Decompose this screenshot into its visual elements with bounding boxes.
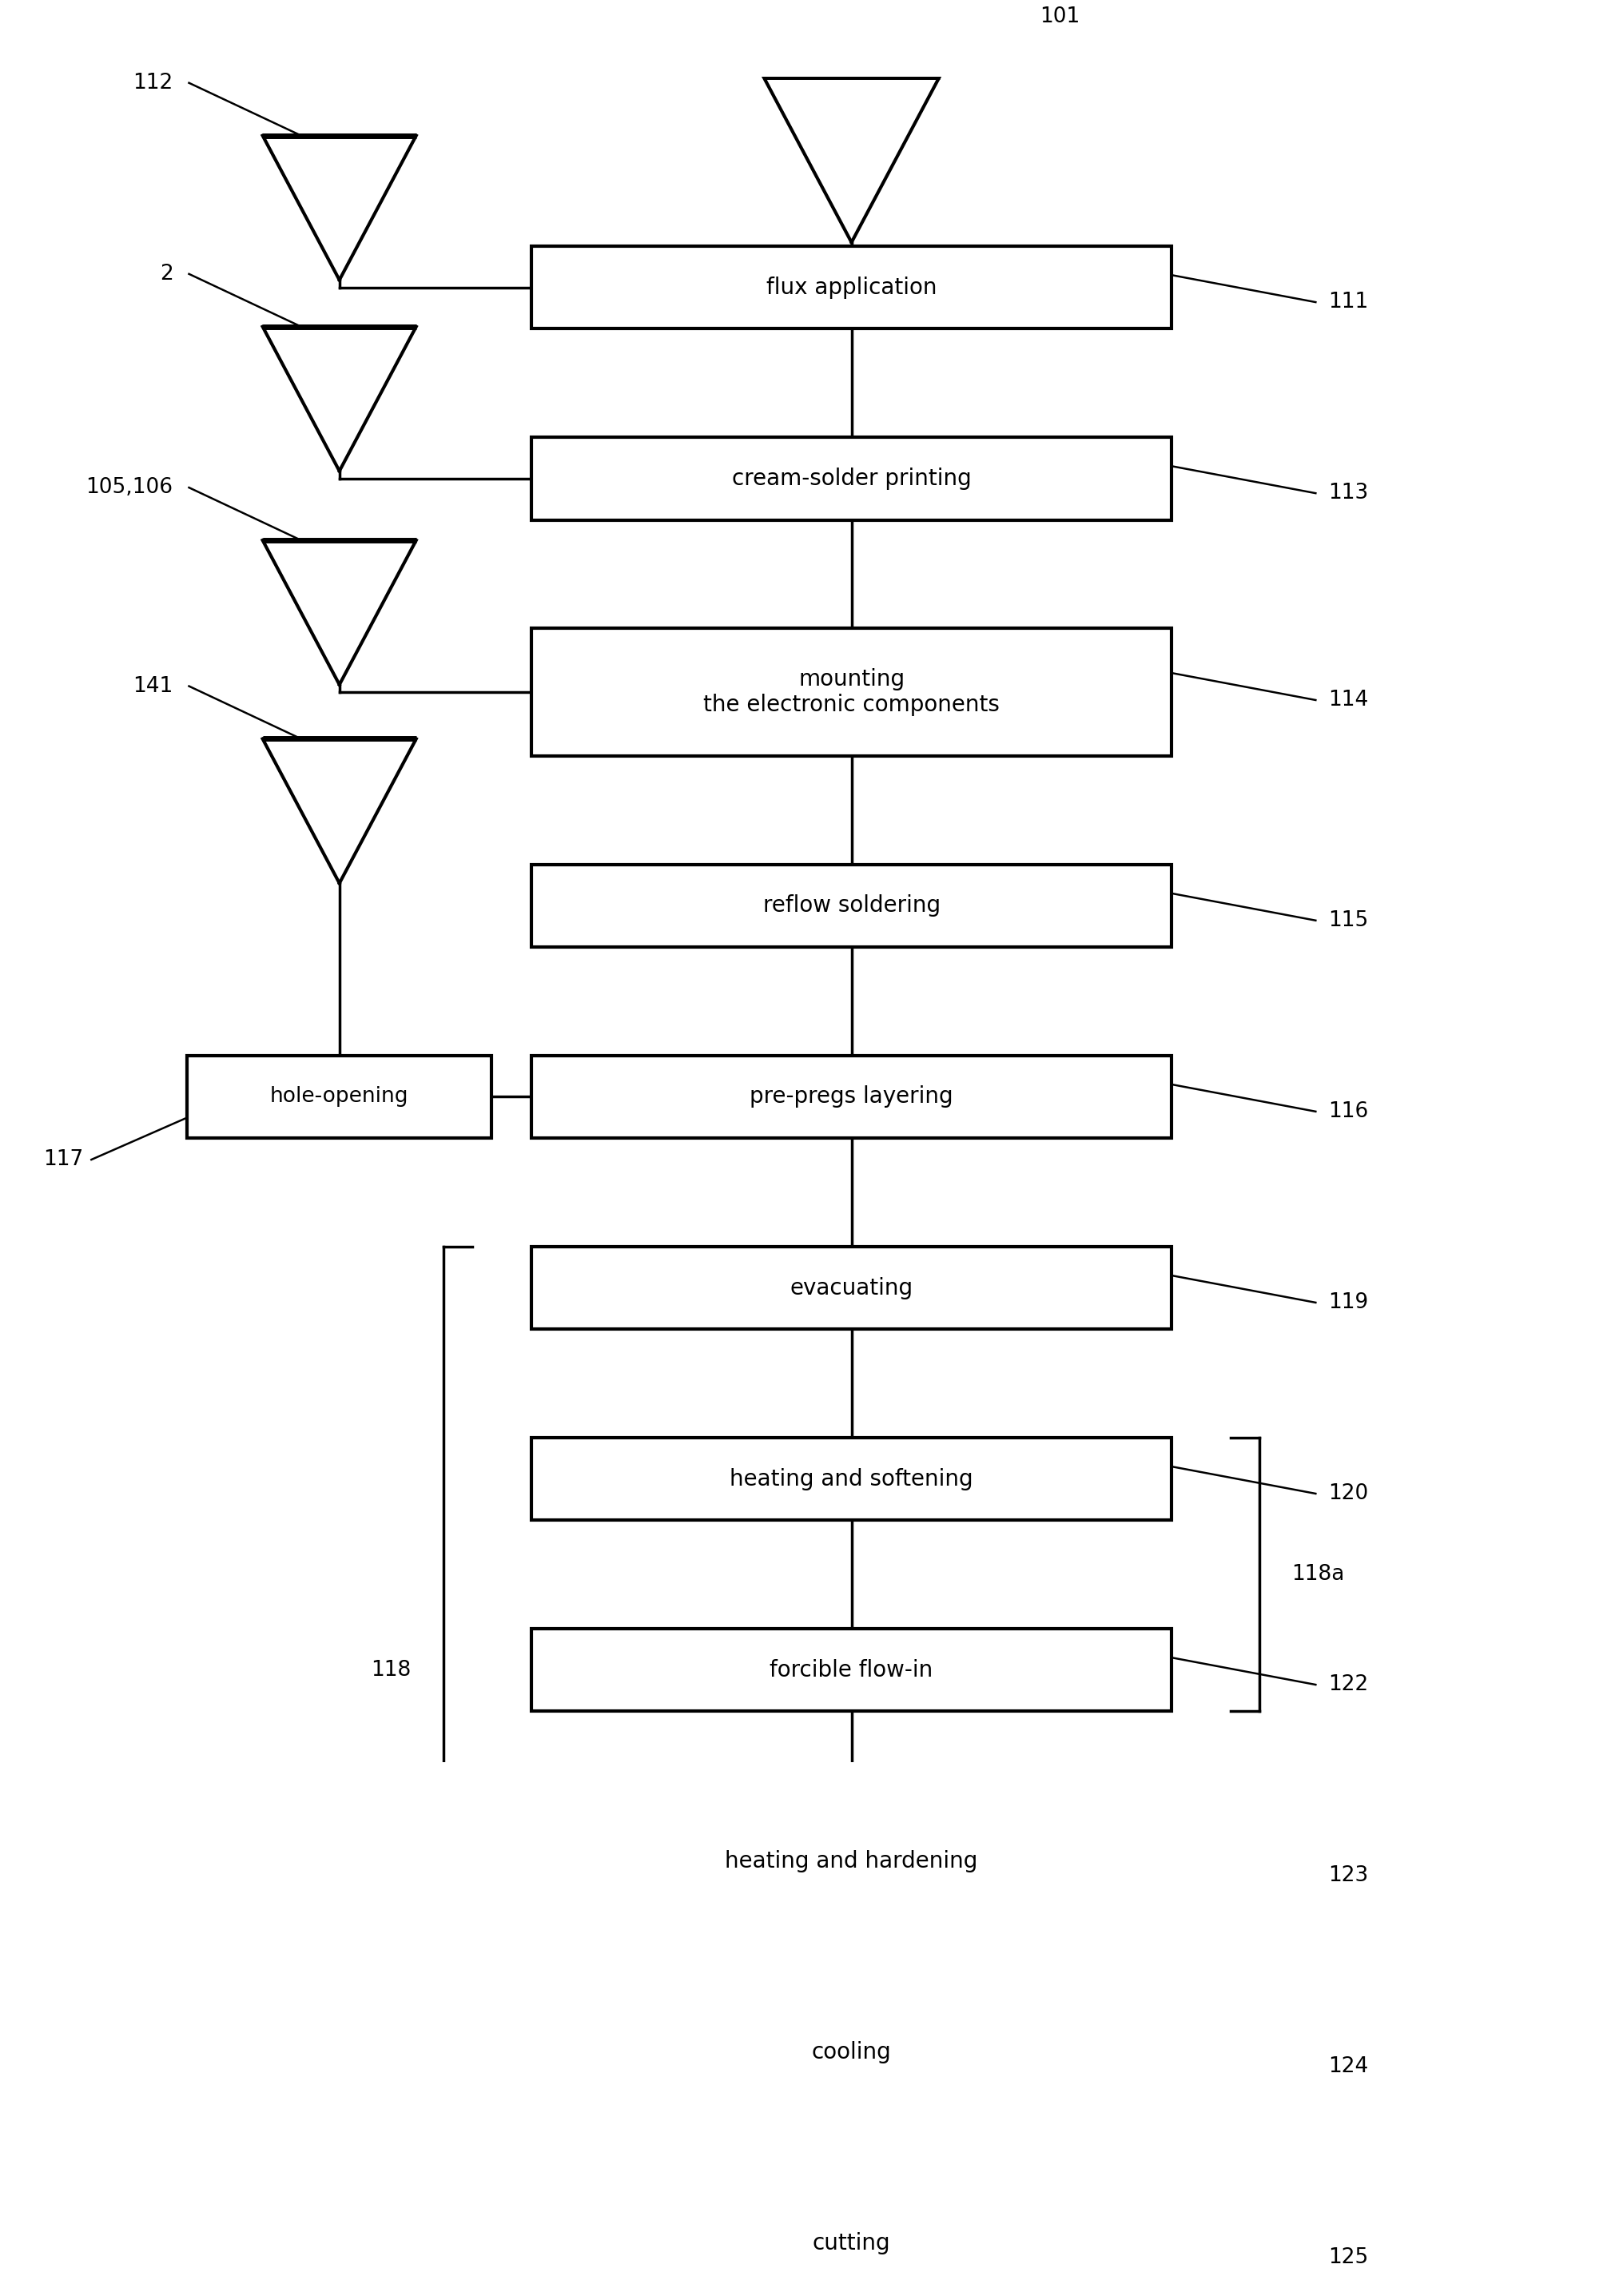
Text: 120: 120	[1329, 1483, 1369, 1504]
Text: 117: 117	[43, 1150, 84, 1171]
Text: flux application: flux application	[767, 276, 937, 298]
FancyBboxPatch shape	[532, 2202, 1172, 2285]
Text: 114: 114	[1329, 689, 1369, 709]
Text: 118a: 118a	[1292, 1564, 1345, 1584]
Text: cooling: cooling	[812, 2041, 892, 2064]
Text: reflow soldering: reflow soldering	[763, 895, 940, 916]
Text: 116: 116	[1329, 1102, 1369, 1123]
Text: 123: 123	[1329, 1864, 1369, 1885]
Text: 122: 122	[1329, 1674, 1369, 1694]
Text: 113: 113	[1329, 482, 1369, 503]
Text: evacuating: evacuating	[791, 1277, 913, 1300]
Text: 112: 112	[133, 73, 174, 94]
Text: forcible flow-in: forcible flow-in	[770, 1658, 934, 1681]
FancyBboxPatch shape	[532, 863, 1172, 948]
Text: cream-solder printing: cream-solder printing	[731, 468, 971, 489]
Text: mounting
the electronic components: mounting the electronic components	[704, 668, 1000, 716]
Text: pre-pregs layering: pre-pregs layering	[750, 1086, 953, 1109]
FancyBboxPatch shape	[532, 1247, 1172, 1329]
Text: 101: 101	[1040, 7, 1080, 28]
Text: 111: 111	[1329, 292, 1369, 312]
Text: 124: 124	[1329, 2057, 1369, 2078]
Text: heating and hardening: heating and hardening	[725, 1851, 979, 1871]
FancyBboxPatch shape	[532, 2011, 1172, 2094]
FancyBboxPatch shape	[532, 629, 1172, 755]
Text: heating and softening: heating and softening	[730, 1467, 974, 1490]
Text: 141: 141	[133, 675, 174, 696]
Text: 119: 119	[1329, 1293, 1369, 1313]
FancyBboxPatch shape	[532, 1437, 1172, 1520]
Text: 125: 125	[1329, 2248, 1369, 2268]
Text: 2: 2	[159, 264, 174, 285]
Text: cutting: cutting	[813, 2232, 890, 2255]
Text: 115: 115	[1329, 909, 1369, 930]
FancyBboxPatch shape	[188, 1056, 492, 1139]
Text: 105,106: 105,106	[85, 478, 174, 498]
FancyBboxPatch shape	[532, 246, 1172, 328]
Text: hole-opening: hole-opening	[270, 1086, 408, 1107]
FancyBboxPatch shape	[532, 1628, 1172, 1711]
FancyBboxPatch shape	[532, 1821, 1172, 1903]
Text: 118: 118	[371, 1660, 411, 1681]
FancyBboxPatch shape	[532, 1056, 1172, 1139]
FancyBboxPatch shape	[532, 436, 1172, 519]
